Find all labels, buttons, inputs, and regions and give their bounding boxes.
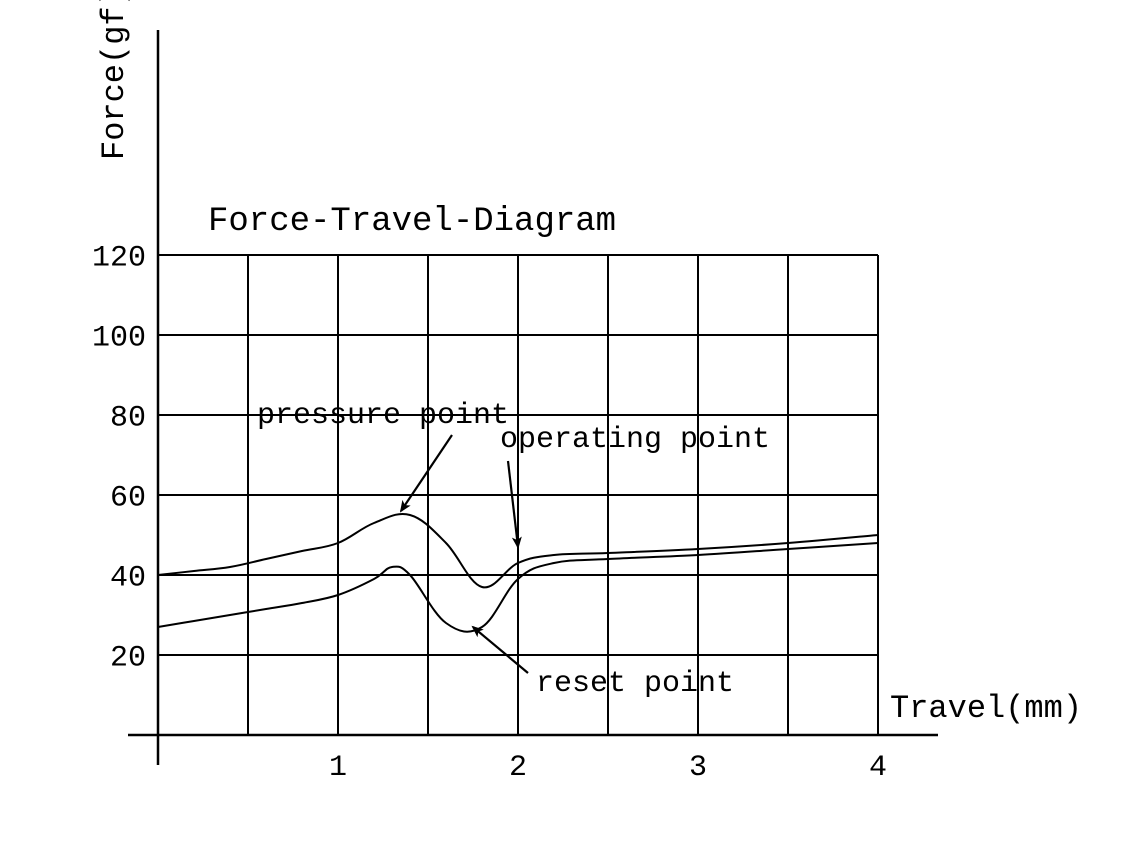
y-tick-label: 60	[110, 482, 146, 516]
x-tick-label: 2	[509, 751, 527, 785]
y-tick-label: 120	[92, 242, 146, 276]
y-tick-label: 100	[92, 322, 146, 356]
x-tick-label: 1	[329, 751, 347, 785]
annotation-label-pressure_point: pressure point	[257, 399, 509, 433]
y-tick-label: 80	[110, 402, 146, 436]
y-axis-label: Force(gf)	[96, 0, 133, 160]
y-tick-label: 20	[110, 642, 146, 676]
annotation-label-operating_point: operating point	[500, 423, 770, 457]
x-tick-label: 4	[869, 751, 887, 785]
annotation-label-reset_point: reset point	[536, 667, 734, 701]
chart-title: Force-Travel-Diagram	[208, 203, 616, 241]
y-tick-label: 40	[110, 562, 146, 596]
x-tick-label: 3	[689, 751, 707, 785]
x-axis-label: Travel(mm)	[890, 690, 1082, 727]
chart-container: 20 40 60 80 100 120 1 2 3 4Travel(mm) Force(gf) For…	[0, 0, 1121, 841]
force-travel-chart: 20 40 60 80 100 120 1 2 3 4Travel(mm) Force(gf) For…	[0, 0, 1121, 841]
